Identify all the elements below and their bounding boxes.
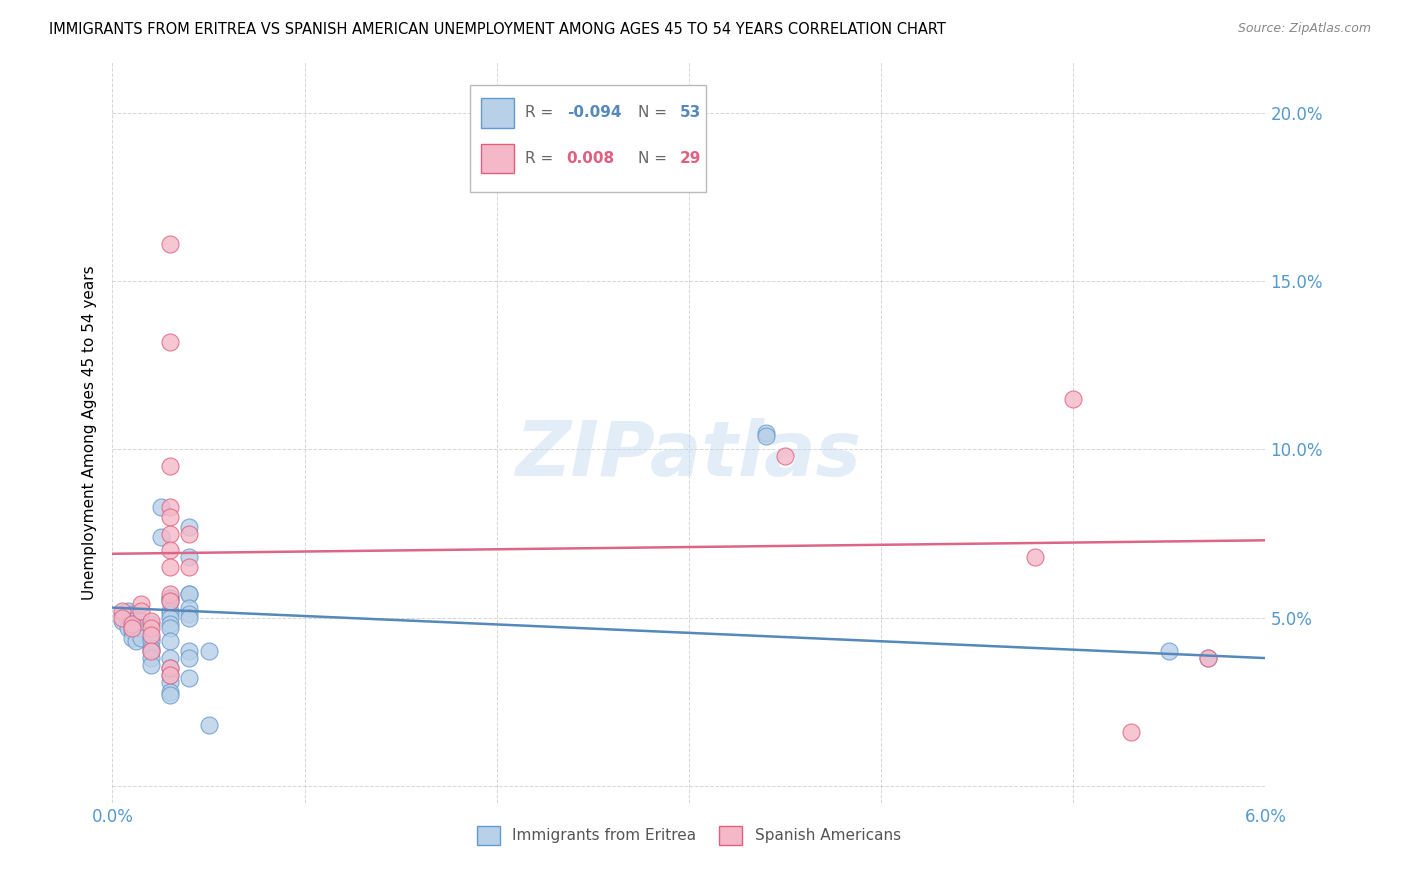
Point xyxy=(124,634,146,648)
Point xyxy=(159,604,181,618)
Point xyxy=(159,500,181,514)
Point xyxy=(159,668,181,682)
Text: Source: ZipAtlas.com: Source: ZipAtlas.com xyxy=(1237,22,1371,36)
Point xyxy=(159,688,181,702)
FancyBboxPatch shape xyxy=(481,144,513,173)
Point xyxy=(117,604,139,618)
Point xyxy=(159,634,181,648)
Text: 29: 29 xyxy=(679,151,702,166)
Point xyxy=(121,614,143,628)
Point xyxy=(179,550,201,565)
Point xyxy=(139,614,162,628)
Point xyxy=(139,644,162,658)
Y-axis label: Unemployment Among Ages 45 to 54 years: Unemployment Among Ages 45 to 54 years xyxy=(82,265,97,600)
Point xyxy=(159,509,181,524)
Point xyxy=(159,685,181,699)
Text: 53: 53 xyxy=(679,105,702,120)
Point xyxy=(159,591,181,605)
Point xyxy=(159,560,181,574)
Point xyxy=(121,631,143,645)
Point xyxy=(159,594,181,608)
Legend: Immigrants from Eritrea, Spanish Americans: Immigrants from Eritrea, Spanish America… xyxy=(471,820,907,851)
Point xyxy=(121,617,143,632)
Text: IMMIGRANTS FROM ERITREA VS SPANISH AMERICAN UNEMPLOYMENT AMONG AGES 45 TO 54 YEA: IMMIGRANTS FROM ERITREA VS SPANISH AMERI… xyxy=(49,22,946,37)
Point xyxy=(1062,392,1084,406)
Point xyxy=(117,621,139,635)
Point xyxy=(129,631,153,645)
Point xyxy=(1197,651,1219,665)
Point xyxy=(179,610,201,624)
Point xyxy=(1159,644,1181,658)
Point xyxy=(159,526,181,541)
Point xyxy=(111,610,134,624)
Point xyxy=(197,718,219,732)
Point xyxy=(159,587,181,601)
Point xyxy=(179,520,201,534)
Text: -0.094: -0.094 xyxy=(567,105,621,120)
Text: ZIPatlas: ZIPatlas xyxy=(516,417,862,491)
Point xyxy=(139,631,162,645)
Point xyxy=(121,624,143,639)
Point xyxy=(179,607,201,622)
Point xyxy=(149,530,172,544)
Point xyxy=(159,607,181,622)
Point xyxy=(179,600,201,615)
Point xyxy=(159,591,181,605)
Text: 0.008: 0.008 xyxy=(567,151,614,166)
Point xyxy=(129,614,153,628)
Point xyxy=(159,610,181,624)
Point xyxy=(179,651,201,665)
Point xyxy=(121,617,143,632)
Point xyxy=(129,597,153,611)
Point xyxy=(139,651,162,665)
Point xyxy=(773,449,796,463)
Point xyxy=(121,607,143,622)
Point xyxy=(111,614,134,628)
Point xyxy=(149,500,172,514)
Point xyxy=(159,334,181,349)
Point xyxy=(159,459,181,474)
Point xyxy=(111,607,134,622)
Point xyxy=(179,560,201,574)
Point xyxy=(139,617,162,632)
Point xyxy=(139,644,162,658)
FancyBboxPatch shape xyxy=(470,85,706,192)
Point xyxy=(197,644,219,658)
Point xyxy=(179,587,201,601)
Text: R =: R = xyxy=(526,105,558,120)
Text: N =: N = xyxy=(638,151,672,166)
Text: R =: R = xyxy=(526,151,564,166)
Point xyxy=(159,661,181,675)
FancyBboxPatch shape xyxy=(481,98,513,128)
Point xyxy=(159,543,181,558)
Point xyxy=(159,237,181,252)
Point xyxy=(159,661,181,675)
Point xyxy=(121,621,143,635)
Point xyxy=(755,425,778,440)
Point xyxy=(159,668,181,682)
Point xyxy=(1024,550,1046,565)
Point xyxy=(755,429,778,443)
Point xyxy=(139,621,162,635)
Point xyxy=(129,621,153,635)
Point xyxy=(1197,651,1219,665)
Point xyxy=(111,604,134,618)
Text: N =: N = xyxy=(638,105,672,120)
Point xyxy=(179,587,201,601)
Point xyxy=(159,617,181,632)
Point xyxy=(179,526,201,541)
Point xyxy=(139,634,162,648)
Point xyxy=(129,604,153,618)
Point xyxy=(179,644,201,658)
Point xyxy=(139,657,162,672)
Point xyxy=(159,651,181,665)
Point xyxy=(159,594,181,608)
Point xyxy=(159,674,181,689)
Point xyxy=(159,621,181,635)
Point xyxy=(139,640,162,655)
Point xyxy=(1119,725,1142,739)
Point xyxy=(139,627,162,641)
Point xyxy=(179,671,201,685)
